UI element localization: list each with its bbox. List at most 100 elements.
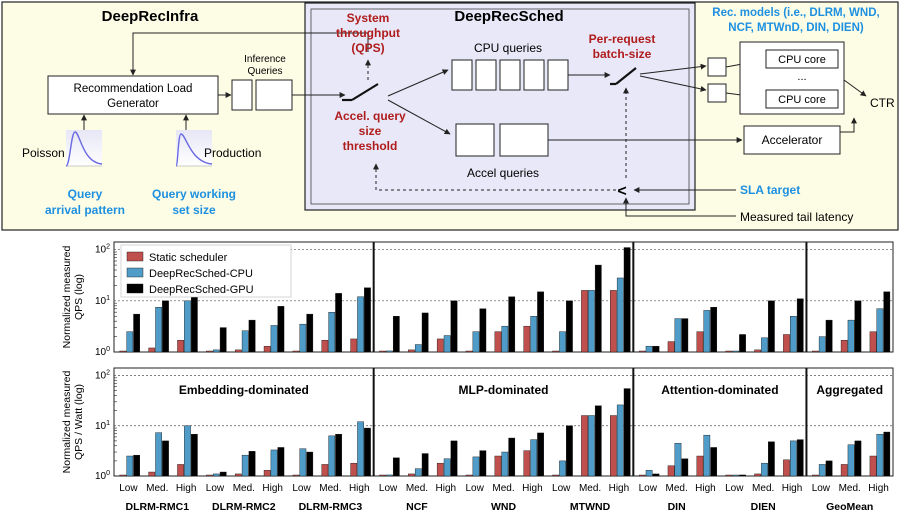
query-arrival-label-1: Query bbox=[68, 187, 103, 201]
xtick-label: Low bbox=[292, 483, 311, 494]
bar-qps-watt-mtwnd-med-0 bbox=[581, 415, 588, 477]
bar-qps-watt-geomean-high-2 bbox=[883, 431, 891, 477]
bar-qps-dlrm-rmc2-low-2 bbox=[219, 327, 227, 353]
bar-qps-watt-dlrm-rmc1-med-2 bbox=[162, 440, 169, 477]
bar-qps-ncf-low-1 bbox=[386, 350, 393, 353]
bar-qps-ncf-high-0 bbox=[436, 338, 444, 353]
bar-qps-geomean-low-1 bbox=[818, 336, 826, 353]
load-generator-label-2: Generator bbox=[107, 98, 159, 110]
system-diagram: DeepRecInfra DeepRecSched Recommendation… bbox=[1, 1, 899, 231]
bar-qps-watt-din-low-2 bbox=[652, 473, 660, 477]
xtick-label: Low bbox=[465, 483, 484, 494]
bar-qps-mtwnd-med-2 bbox=[594, 264, 602, 353]
xtick-label: Med. bbox=[579, 483, 601, 494]
bar-qps-watt-geomean-low-1 bbox=[818, 464, 826, 477]
bar-qps-watt-ncf-high-0 bbox=[436, 462, 444, 477]
bar-qps-dien-high-1 bbox=[790, 316, 797, 353]
bar-qps-dien-med-0 bbox=[754, 349, 761, 353]
bar-qps-geomean-high-2 bbox=[883, 291, 891, 353]
bar-qps-mtwnd-low-1 bbox=[559, 331, 566, 353]
bar-qps-watt-dlrm-rmc1-high-0 bbox=[177, 464, 184, 477]
bar-qps-din-med-0 bbox=[667, 341, 675, 353]
region-label: Embedding-dominated bbox=[179, 383, 309, 397]
bar-qps-watt-din-med-2 bbox=[681, 458, 689, 477]
bar-qps-watt-geomean-high-1 bbox=[876, 433, 884, 477]
xtick-label: Med. bbox=[319, 483, 341, 494]
bar-qps-dlrm-rmc2-med-2 bbox=[248, 319, 256, 353]
bar-qps-dien-low-1 bbox=[732, 350, 739, 353]
legend-swatch-1 bbox=[126, 267, 144, 278]
accel-switch bbox=[351, 83, 379, 101]
bar-qps-watt-dlrm-rmc2-low-0 bbox=[206, 474, 213, 477]
bar-qps-dlrm-rmc2-med-1 bbox=[241, 330, 249, 353]
xtick-label: High bbox=[262, 483, 283, 494]
xtick-label: Med. bbox=[665, 483, 687, 494]
query-box-1 bbox=[231, 79, 253, 111]
bar-qps-dlrm-rmc1-low-1 bbox=[126, 331, 134, 353]
xtick-label: Med. bbox=[146, 483, 168, 494]
bar-qps-watt-din-low-0 bbox=[638, 474, 646, 477]
bar-qps-ncf-med-0 bbox=[408, 349, 415, 353]
bar-qps-dlrm-rmc3-med-2 bbox=[335, 293, 342, 353]
bar-qps-watt-wnd-high-1 bbox=[530, 439, 538, 477]
bar-qps-mtwnd-high-1 bbox=[616, 277, 624, 353]
xtick-label: Low bbox=[725, 483, 744, 494]
bar-qps-dien-high-2 bbox=[796, 298, 804, 353]
xtick-label: High bbox=[609, 483, 630, 494]
xtick-label: Low bbox=[552, 483, 571, 494]
batch-switch bbox=[615, 67, 637, 85]
model-label: WND bbox=[491, 501, 516, 513]
bar-qps-din-med-2 bbox=[681, 318, 689, 353]
bar-qps-watt-dlrm-rmc3-med-1 bbox=[328, 435, 336, 477]
bar-qps-dlrm-rmc1-med-1 bbox=[155, 307, 162, 353]
bar-qps-watt-wnd-low-2 bbox=[479, 450, 487, 477]
accel-threshold-label-2: size bbox=[359, 124, 382, 138]
ctr-label: CTR bbox=[870, 96, 895, 110]
bar-qps-din-low-2 bbox=[652, 345, 660, 353]
bar-qps-dien-high-0 bbox=[783, 334, 790, 353]
throughput-label-1: System bbox=[347, 11, 390, 25]
bar-qps-watt-dlrm-rmc3-high-0 bbox=[350, 462, 358, 477]
bar-qps-watt-dlrm-rmc3-high-2 bbox=[364, 427, 371, 477]
bar-qps-geomean-med-1 bbox=[847, 319, 855, 353]
bar-qps-watt-ncf-med-2 bbox=[421, 453, 429, 477]
xtick-label: Med. bbox=[752, 483, 774, 494]
bar-qps-watt-wnd-med-1 bbox=[501, 451, 509, 477]
xtick-label: Low bbox=[119, 483, 138, 494]
legend-label-0: Static scheduler bbox=[149, 252, 228, 264]
model-label: GeoMean bbox=[826, 501, 873, 513]
bar-qps-watt-dlrm-rmc3-low-0 bbox=[292, 474, 300, 477]
bar-qps-mtwnd-low-0 bbox=[552, 350, 560, 353]
bar-qps-watt-dlrm-rmc1-low-1 bbox=[126, 455, 134, 477]
qps-ytick-label: 102 bbox=[95, 244, 110, 256]
bar-qps-watt-dlrm-rmc1-med-0 bbox=[148, 471, 156, 477]
accelerator-label: Accelerator bbox=[762, 133, 823, 147]
bar-qps-watt-dien-low-2 bbox=[739, 474, 746, 477]
bar-qps-geomean-high-1 bbox=[876, 308, 884, 353]
bar-qps-dien-med-2 bbox=[768, 300, 775, 353]
bar-qps-watt-geomean-med-1 bbox=[847, 444, 855, 477]
xtick-label: High bbox=[349, 483, 370, 494]
cpu-core-label-1: CPU core bbox=[778, 54, 826, 66]
bar-qps-watt-ncf-low-0 bbox=[379, 474, 386, 477]
bar-qps-watt-mtwnd-low-1 bbox=[559, 460, 566, 477]
bar-qps-wnd-med-0 bbox=[494, 331, 502, 353]
bar-qps-watt-wnd-low-1 bbox=[472, 456, 480, 477]
bar-qps-watt-geomean-med-0 bbox=[840, 464, 848, 477]
bar-qps-dlrm-rmc3-high-1 bbox=[357, 296, 364, 353]
xtick-label: High bbox=[436, 483, 457, 494]
bar-qps-dlrm-rmc3-low-0 bbox=[292, 350, 300, 353]
bar-qps-geomean-low-2 bbox=[825, 319, 833, 353]
bar-qps-ncf-high-2 bbox=[450, 300, 458, 353]
bar-qps-wnd-high-0 bbox=[523, 325, 531, 353]
bar-qps-dien-low-2 bbox=[739, 334, 746, 353]
bar-qps-wnd-med-1 bbox=[501, 325, 509, 353]
region-label: Aggregated bbox=[816, 383, 883, 397]
sla-target-label: SLA target bbox=[740, 183, 800, 197]
sched-title: DeepRecSched bbox=[454, 8, 563, 25]
bar-qps-dlrm-rmc3-low-1 bbox=[299, 323, 307, 353]
qps-watt-ytick-label: 101 bbox=[95, 420, 110, 432]
bar-qps-watt-dlrm-rmc2-med-1 bbox=[241, 454, 249, 477]
rec-models-label-2: NCF, MTWnD, DIN, DIEN) bbox=[728, 22, 864, 34]
